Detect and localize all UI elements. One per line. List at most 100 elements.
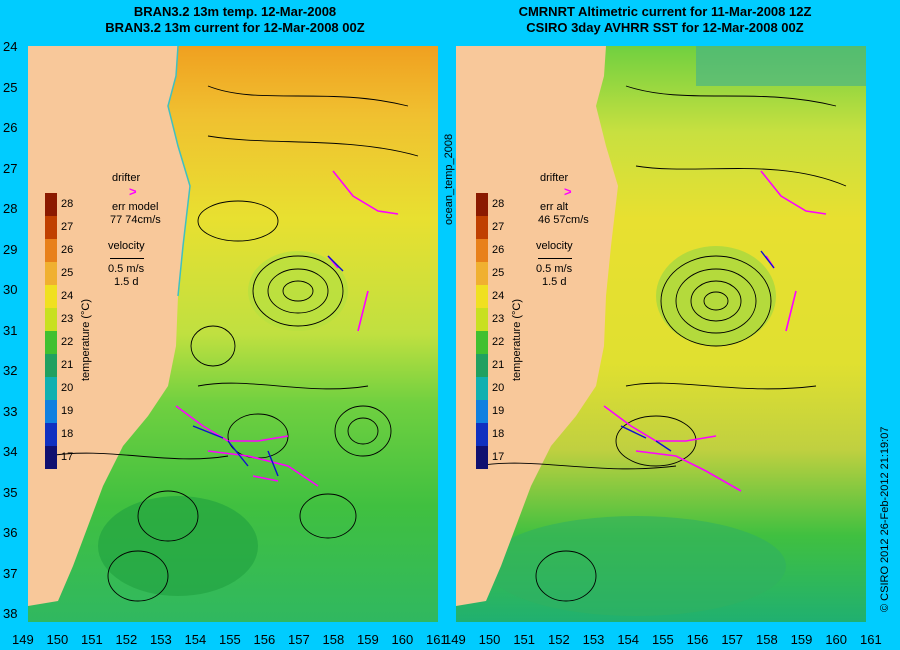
colorbar-swatches: [45, 193, 57, 469]
longitude-label: 151: [81, 632, 103, 647]
right-err-value: 46 57cm/s: [538, 214, 589, 226]
longitude-label: 150: [478, 632, 501, 647]
right-drifter-symbol: >: [564, 184, 572, 199]
right-colorbar: 28 27 26 25 24 23 22 21 20 19 18 17: [476, 193, 504, 469]
colorbar-swatch: [476, 354, 488, 377]
colorbar-swatch: [45, 262, 57, 285]
left-map-panel: 28 27 26 25 24 23 22 21 20 19 18 17 temperature (°C…: [28, 46, 438, 622]
right-map-svg: [456, 46, 866, 622]
right-map-panel: 28 27 26 25 24 23 22 21 20 19 18 17 temperature (°C…: [456, 46, 866, 622]
longitude-label: 155: [219, 632, 241, 647]
colorbar-tick-label: 17: [61, 450, 74, 463]
cool-water: [98, 496, 258, 596]
left-title-line1: BRAN3.2 13m temp. 12-Mar-2008: [133, 4, 337, 19]
velocity-scale-arrow: [538, 258, 572, 259]
colorbar-swatch: [476, 446, 488, 469]
side-label: ocean_temp_2008: [443, 133, 455, 225]
drifter-error-vectors: [192, 255, 344, 477]
latitude-label: 35: [3, 484, 18, 500]
colorbar-tick-label: 25: [61, 266, 74, 279]
colorbar-swatch: [476, 262, 488, 285]
colorbar-tick-label: 21: [61, 358, 74, 371]
left-map-svg: [28, 46, 438, 622]
latitude-label: 26: [3, 120, 18, 135]
colorbar-title: temperature (°C): [80, 298, 92, 381]
longitude-label: 153: [582, 632, 605, 647]
colorbar-tick-label: 28: [61, 197, 74, 210]
current-streamlines: [475, 85, 847, 602]
latitude-label: 25: [3, 79, 18, 95]
longitude-label: 152: [115, 632, 138, 647]
latitude-label: 29: [3, 241, 18, 257]
latitude-label: 37: [3, 565, 18, 581]
colorbar-swatch: [476, 423, 488, 446]
colorbar-tick-label: 19: [492, 404, 505, 417]
longitude-label: 159: [357, 632, 379, 647]
longitude-label: 157: [288, 632, 310, 647]
cloud-mask: [696, 46, 866, 86]
colorbar-tick-label: 21: [492, 358, 505, 371]
land-mass: [28, 46, 190, 606]
colorbar-tick-label: 23: [492, 312, 505, 325]
colorbar-tick-label: 26: [492, 243, 505, 256]
latitude-label: 34: [3, 444, 18, 459]
shelf-contour: [167, 46, 191, 297]
colorbar-swatch: [45, 331, 57, 354]
longitude-label: 150: [46, 632, 69, 647]
right-title-line1: CMRNRT Altimetric current for 11-Mar-200…: [518, 4, 812, 19]
longitude-label: 149: [444, 632, 466, 647]
colorbar-tick-label: 22: [492, 335, 505, 348]
left-velocity-scale: 0.5 m/s: [108, 263, 145, 275]
longitude-label: 149: [12, 632, 34, 647]
colorbar-tick-label: 20: [492, 381, 505, 394]
longitude-label: 161: [860, 632, 882, 647]
colorbar-tick-label: 24: [61, 289, 74, 302]
colorbar-tick-label: 17: [492, 450, 505, 463]
longitude-label: 156: [686, 632, 709, 647]
drifter-error-vectors: [620, 250, 775, 452]
longitude-label: 151: [513, 632, 536, 647]
longitude-label: 154: [617, 632, 640, 647]
land-mass: [456, 46, 618, 606]
colorbar-tick-label: 19: [61, 404, 74, 417]
warm-eddy: [248, 251, 348, 331]
credit-label: © CSIRO 2012 26-Feb-2012 21:19:07: [879, 426, 891, 612]
longitude-label: 158: [322, 632, 345, 647]
longitude-label: 161: [426, 632, 448, 647]
colorbar-tick-label: 27: [492, 220, 505, 233]
left-title: BRAN3.2 13m temp. 12-Mar-2008 BRAN3.2 13…: [30, 4, 440, 36]
longitude-label: 154: [184, 632, 207, 647]
colorbar-swatch: [476, 285, 488, 308]
colorbar-swatch: [45, 446, 57, 469]
warm-eddy: [656, 246, 776, 346]
longitude-label: 160: [391, 632, 414, 647]
left-title-line2: BRAN3.2 13m current for 12-Mar-2008 00Z: [105, 20, 365, 35]
current-streamlines: [47, 85, 419, 602]
colorbar-swatch: [45, 216, 57, 239]
colorbar-title: temperature (°C): [511, 298, 523, 381]
colorbar-tick-label: 25: [492, 266, 505, 279]
latitude-label: 38: [3, 606, 18, 621]
colorbar-swatch: [476, 216, 488, 239]
colorbar-tick-label: 18: [61, 427, 74, 440]
latitude-label: 30: [3, 282, 18, 297]
right-title: CMRNRT Altimetric current for 11-Mar-200…: [455, 4, 875, 36]
left-drifter-label: drifter: [112, 172, 141, 184]
latitude-label: 33: [3, 403, 18, 419]
right-velocity-scale: 0.5 m/s: [536, 263, 573, 275]
longitude-label: 157: [721, 632, 744, 647]
latitude-label: 27: [3, 160, 18, 176]
longitude-label: 160: [825, 632, 848, 647]
latitude-label: 31: [3, 322, 18, 338]
longitude-label: 155: [652, 632, 674, 647]
left-err-label: err model: [112, 201, 159, 213]
colorbar-swatch: [476, 308, 488, 331]
velocity-scale-arrow: [110, 258, 144, 259]
right-drifter-label: drifter: [540, 172, 569, 184]
right-title-line2: CSIRO 3day AVHRR SST for 12-Mar-2008 00Z: [526, 20, 804, 35]
colorbar-swatch: [476, 377, 488, 400]
cool-water: [486, 516, 786, 616]
longitude-label: 159: [790, 632, 813, 647]
colorbar-tick-label: 24: [492, 289, 505, 302]
colorbar-swatch: [45, 400, 57, 423]
